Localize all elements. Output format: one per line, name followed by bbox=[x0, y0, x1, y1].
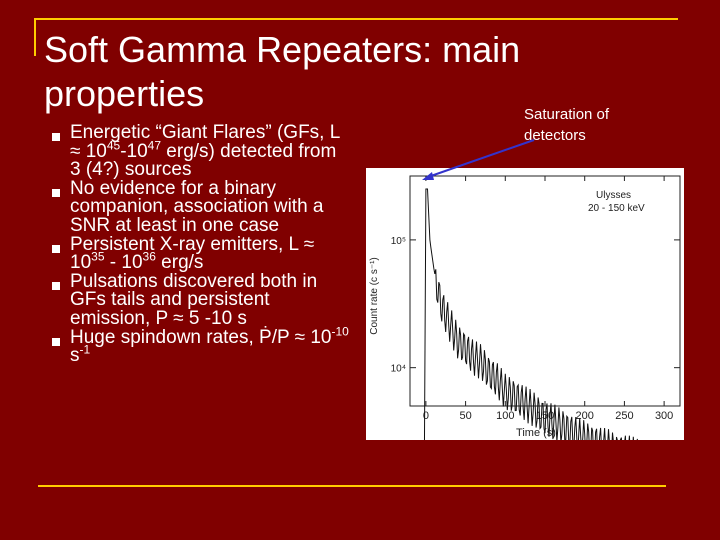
y-axis-label: Count rate (c s⁻¹) bbox=[369, 257, 380, 335]
saturation-arrow bbox=[427, 139, 535, 178]
bottom-frame-line bbox=[38, 485, 666, 487]
x-tick-label: 50 bbox=[459, 410, 471, 422]
bullet-item: Huge spindown rates, Ṗ/P ≈ 10-10 s-1 bbox=[52, 325, 352, 366]
square-bullet-icon bbox=[52, 281, 60, 290]
bullet-item: Energetic “Giant Flares” (GFs, L ≈ 1045-… bbox=[52, 123, 352, 180]
square-bullet-icon bbox=[52, 244, 60, 253]
bullet-item: No evidence for a binary companion, asso… bbox=[52, 179, 352, 236]
square-bullet-icon bbox=[52, 337, 60, 346]
bullet-item: Persistent X-ray emitters, L ≈ 1035 - 10… bbox=[52, 235, 352, 273]
y-tick-label: 10⁵ bbox=[391, 236, 406, 247]
x-tick-label: 300 bbox=[655, 410, 673, 422]
x-tick-label: 100 bbox=[496, 410, 514, 422]
square-bullet-icon bbox=[52, 188, 60, 197]
bullet-list: Energetic “Giant Flares” (GFs, L ≈ 1045-… bbox=[52, 123, 352, 366]
top-frame-line bbox=[34, 18, 678, 20]
legend-entry: 20 - 150 keV bbox=[588, 203, 645, 214]
x-tick-label: 0 bbox=[423, 410, 429, 422]
series-line bbox=[423, 188, 638, 440]
square-bullet-icon bbox=[52, 133, 60, 141]
x-axis-label: Time (s) bbox=[516, 427, 556, 439]
light-curve-chart: 05010015020025030010⁵10⁴10³ Ulysses 20 -… bbox=[369, 175, 681, 440]
slide-title: Soft Gamma Repeaters: main properties bbox=[44, 29, 521, 114]
x-tick-label: 250 bbox=[615, 410, 633, 422]
left-frame-line bbox=[34, 18, 36, 56]
y-tick-label: 10⁴ bbox=[391, 364, 406, 375]
bullet-item: Pulsations discovered both in GFs tails … bbox=[52, 272, 352, 329]
legend-entry: Ulysses bbox=[596, 190, 631, 201]
light-curve-plot: 05010015020025030010⁵10⁴10³ Ulysses 20 -… bbox=[366, 168, 684, 440]
arrow-head-icon bbox=[422, 172, 434, 180]
saturation-annotation: Saturation of detectors bbox=[524, 106, 610, 144]
